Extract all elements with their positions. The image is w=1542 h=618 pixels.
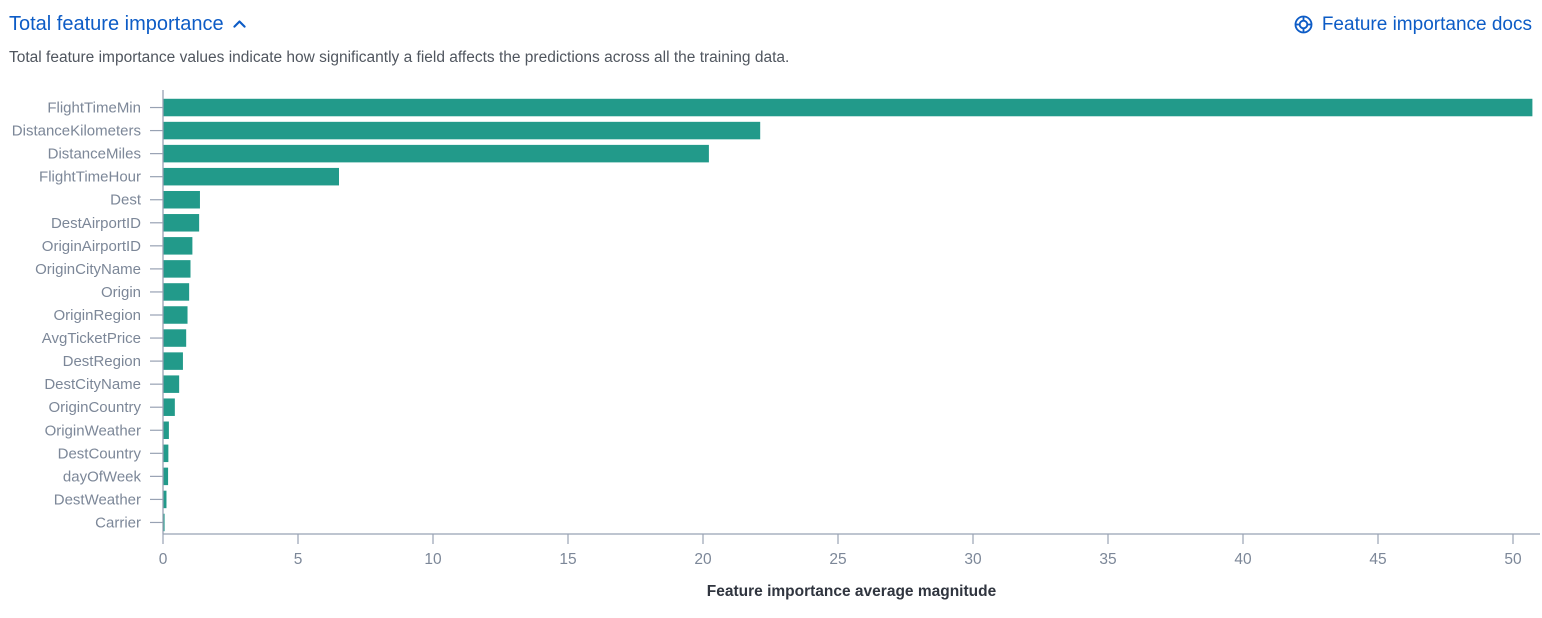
section-header: Total feature importance Feature importa… [0, 0, 1542, 36]
bar-OriginCountry[interactable] [163, 398, 175, 416]
section-description: Total feature importance values indicate… [9, 49, 790, 66]
life-ring-help-icon [1293, 14, 1314, 35]
bar-OriginCityName[interactable] [163, 260, 191, 278]
bar-chart-svg: FlightTimeMin DistanceKilometers DistanceM… [12, 90, 1540, 600]
y-axis-label: DestAirportID [51, 215, 141, 232]
bar-OriginWeather[interactable] [163, 421, 169, 440]
bar-DestCountry[interactable] [163, 444, 169, 463]
y-axis-label: Dest [110, 192, 142, 209]
x-axis-tick-label: 35 [1099, 551, 1116, 568]
y-axis-label: DestRegion [63, 353, 141, 370]
y-axis-label: OriginAirportID [42, 238, 141, 255]
bar-DestCityName[interactable] [163, 375, 180, 393]
bar-OriginAirportID[interactable] [163, 237, 193, 255]
x-axis-tick-label: 25 [829, 551, 846, 568]
bar-AvgTicketPrice[interactable] [163, 329, 187, 347]
x-axis-tick-label: 0 [159, 551, 168, 568]
y-axis-label: OriginCityName [35, 261, 141, 278]
y-axis-label: DestWeather [54, 491, 141, 508]
x-axis-title: Feature importance average magnitude [707, 583, 997, 600]
y-axis-label: OriginRegion [53, 307, 141, 324]
y-axis-label: Origin [101, 284, 141, 301]
y-axis-label: FlightTimeMin [47, 100, 141, 117]
y-axis-label: DestCountry [58, 445, 142, 462]
bar-Origin[interactable] [163, 283, 190, 301]
y-axis-label: DestCityName [44, 376, 141, 393]
bar-DestRegion[interactable] [163, 352, 183, 370]
bar-Dest[interactable] [163, 190, 200, 209]
y-axis-label: OriginCountry [48, 399, 141, 416]
y-axis-label: OriginWeather [45, 422, 141, 439]
feature-importance-chart: FlightTimeMin DistanceKilometers DistanceM… [0, 88, 1542, 616]
x-axis-tick-label: 5 [294, 551, 303, 568]
section-title: Total feature importance [9, 13, 224, 35]
feature-importance-docs-link[interactable]: Feature importance docs [1293, 14, 1532, 36]
x-axis-tick-label: 50 [1504, 551, 1522, 568]
bar-FlightTimeMin[interactable] [163, 98, 1533, 117]
bar-DestWeather[interactable] [163, 490, 167, 509]
y-axis-label: AvgTicketPrice [42, 330, 141, 347]
x-axis-tick-label: 45 [1369, 551, 1386, 568]
x-axis-tick-label: 40 [1234, 551, 1252, 568]
bar-DestAirportID[interactable] [163, 214, 200, 232]
x-axis-tick-label: 30 [964, 551, 982, 568]
bar-Carrier[interactable] [163, 513, 165, 532]
bar-dayOfWeek[interactable] [163, 467, 169, 486]
y-axis-label: dayOfWeek [63, 468, 142, 485]
x-axis-tick-label: 20 [694, 551, 712, 568]
bar-OriginRegion[interactable] [163, 306, 188, 324]
chevron-up-icon [231, 16, 248, 33]
x-axis-tick-label: 10 [424, 551, 442, 568]
bar-FlightTimeHour[interactable] [163, 167, 340, 186]
x-axis-tick-label: 15 [559, 551, 576, 568]
y-axis-label: Carrier [95, 514, 141, 531]
y-axis-label: FlightTimeHour [39, 169, 141, 186]
total-feature-importance-toggle[interactable]: Total feature importance [9, 13, 248, 36]
bar-DistanceMiles[interactable] [163, 144, 709, 163]
y-axis-label: DistanceKilometers [12, 123, 141, 140]
docs-link-label: Feature importance docs [1321, 13, 1532, 35]
bar-DistanceKilometers[interactable] [163, 121, 761, 140]
y-axis-label: DistanceMiles [48, 146, 141, 163]
